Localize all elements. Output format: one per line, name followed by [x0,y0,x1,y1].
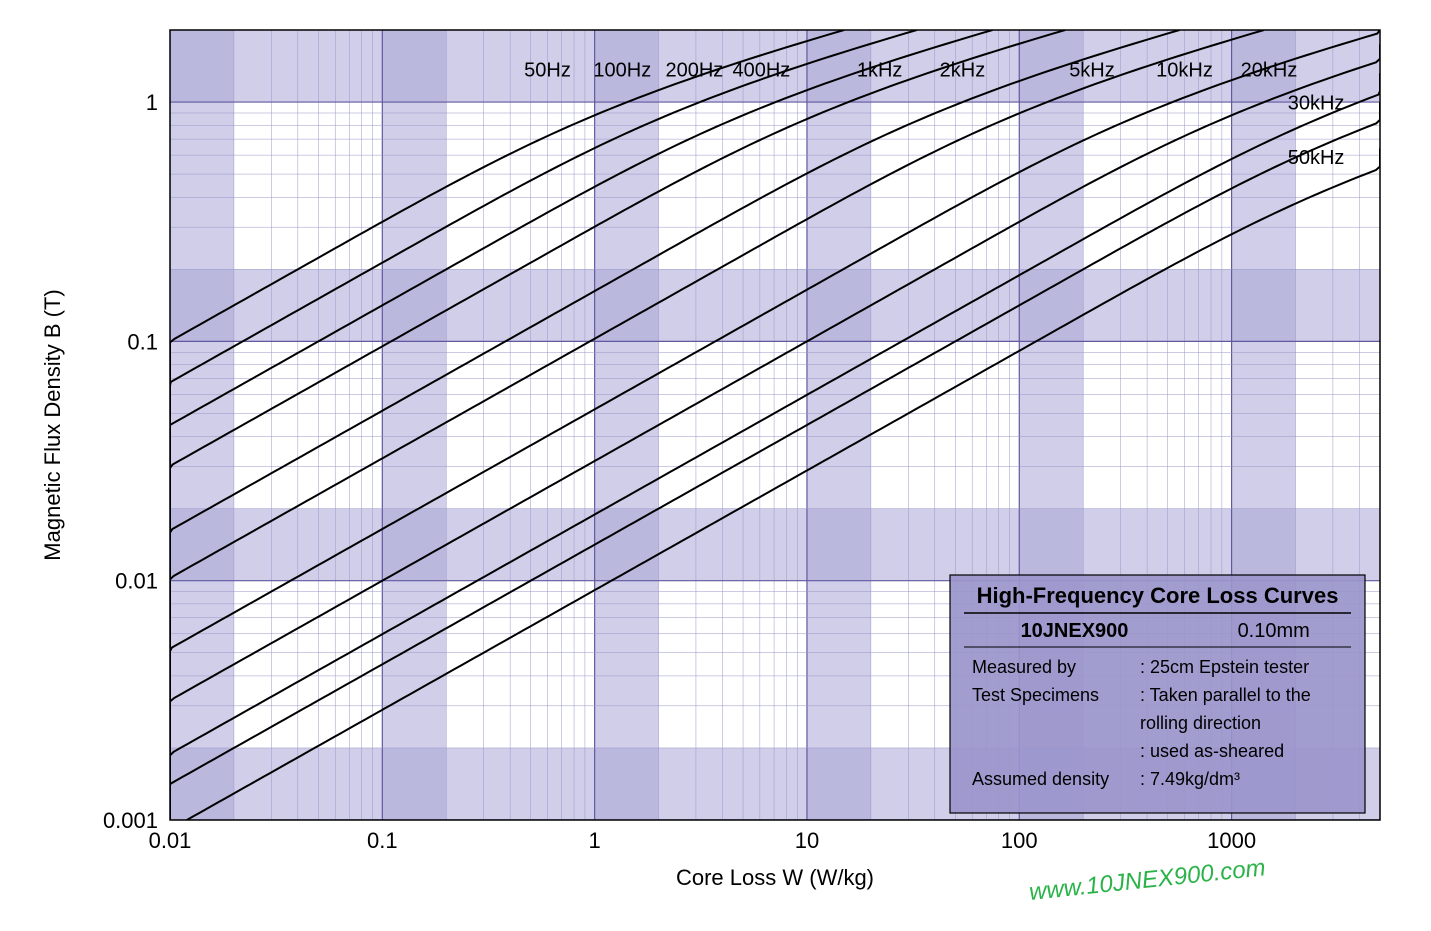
x-tick-label: 1 [589,828,601,853]
curve-label-400Hz: 400Hz [732,59,790,81]
x-tick-label: 0.1 [367,828,398,853]
curve-label-200Hz: 200Hz [665,59,723,81]
curve-label-2kHz: 2kHz [940,59,986,81]
y-tick-label: 1 [146,90,158,115]
info-box-value: : used as-sheared [1140,741,1284,761]
y-tick-label: 0.01 [115,569,158,594]
info-box-thickness: 0.10mm [1238,620,1310,642]
info-box-key: Assumed density [972,769,1109,789]
watermark-text: www.10JNEX900.com [1028,854,1267,906]
core-loss-chart: 50Hz 100Hz 200Hz 400Hz 1kHz 2kHz 5kHz 10kHz 20kH… [0,0,1431,931]
x-tick-label: 1000 [1207,828,1256,853]
curve-label-100Hz: 100Hz [593,59,651,81]
info-box-value: : 25cm Epstein tester [1140,657,1309,677]
info-box-value: rolling direction [1140,713,1261,733]
info-box-key: Measured by [972,657,1076,677]
curve-label-10kHz: 10kHz [1156,59,1213,81]
info-box-product: 10JNEX900 [1021,620,1129,642]
y-tick-label: 0.001 [103,808,158,833]
info-box: High-Frequency Core Loss Curves 10JNEX900… [950,575,1365,813]
x-axis-label: Core Loss W (W/kg) [676,865,874,890]
x-tick-label: 10 [795,828,819,853]
y-tick-label: 0.1 [127,329,158,354]
curve-label-30kHz: 30kHz [1288,93,1345,115]
curve-label-1kHz: 1kHz [857,59,903,81]
curve-label-50kHz: 50kHz [1288,147,1345,169]
info-box-key: Test Specimens [972,685,1099,705]
curve-label-5kHz: 5kHz [1069,59,1115,81]
x-tick-label: 100 [1001,828,1038,853]
curve-label-20kHz: 20kHz [1241,59,1298,81]
info-box-value: : Taken parallel to the [1140,685,1311,705]
info-box-value: : 7.49kg/dm³ [1140,769,1240,789]
y-axis-label: Magnetic Flux Density B (T) [40,289,65,560]
curve-label-50Hz: 50Hz [524,59,571,81]
info-box-title: High-Frequency Core Loss Curves [977,583,1339,608]
